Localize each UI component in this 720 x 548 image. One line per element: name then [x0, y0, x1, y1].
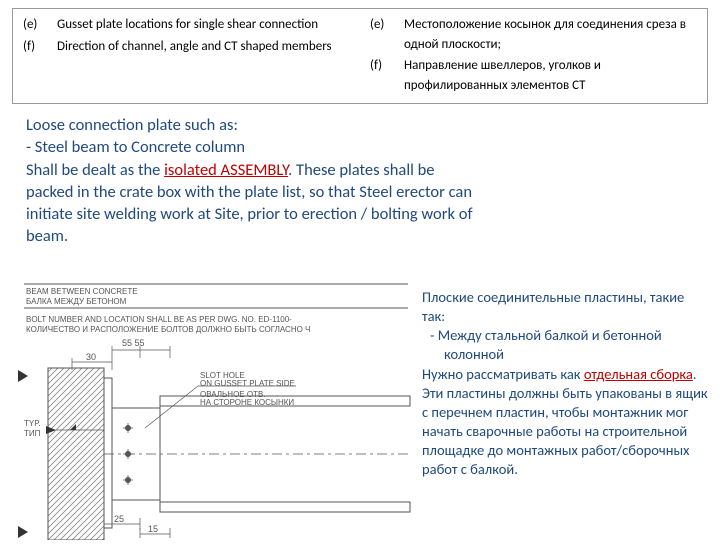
ru-body: Нужно рассматривать как отдельная сборка…: [422, 365, 708, 480]
dwg-title-ru: БАЛКА МЕЖДУ БЕТОНОМ: [26, 297, 127, 306]
dim-15-label: 15: [148, 524, 158, 534]
dwg-note-ru: КОЛИЧЕСТВО И РАСПОЛОЖЕНИЕ БОЛТОВ ДОЛЖНО …: [26, 325, 310, 334]
row-text: Gusset plate locations for single shear …: [57, 15, 350, 35]
row-tag: (f): [370, 56, 404, 95]
eng-body: Shall be dealt as the isolated ASSEMBLY.…: [26, 159, 476, 248]
row-tag: (f): [23, 37, 57, 57]
table-row: (e) Местоположение косынок для соединени…: [370, 15, 697, 54]
table-row: (e) Gusset plate locations for single sh…: [23, 15, 350, 35]
detail-drawing: BEAM BETWEEN CONCRETE БАЛКА МЕЖДУ БЕТОНО…: [10, 278, 414, 540]
table-row: (f) Направление швеллеров, уголков и про…: [370, 56, 697, 95]
row-tag: (e): [23, 15, 57, 35]
dim-55-label: 55 55: [122, 338, 145, 348]
eng-body-a: Shall be dealt as the: [26, 160, 164, 180]
slot-label-4: НА СТОРОНЕ КОСЫНКИ: [200, 398, 294, 407]
ru-body-a: Нужно рассматривать как: [422, 365, 584, 383]
row-text: Местоположение косынок для соединения ср…: [404, 15, 697, 54]
english-note: Loose connection plate such as: Steel be…: [26, 114, 476, 248]
dwg-title-en: BEAM BETWEEN CONCRETE: [26, 287, 138, 296]
spec-table-col-ru: (e) Местоположение косынок для соединени…: [360, 9, 707, 103]
table-row: (f) Direction of channel, angle and CT s…: [23, 37, 350, 57]
typ-label-ru: ТИП: [24, 429, 41, 438]
eng-bullet: Steel beam to Concrete column: [26, 136, 476, 158]
ru-bullet: Между стальной балкой и бетонной колонно…: [422, 326, 708, 364]
spec-table: (e) Gusset plate locations for single sh…: [12, 8, 708, 104]
row-tag: (e): [370, 15, 404, 54]
embed-plate: [104, 378, 112, 528]
row-text: Direction of channel, angle and CT shape…: [57, 37, 350, 57]
ru-line1: Плоские соединительные пластины, такие т…: [422, 288, 708, 326]
dwg-note-en: BOLT NUMBER AND LOCATION SHALL BE AS PER…: [26, 315, 292, 324]
typ-label-en: TYP.: [24, 419, 41, 428]
slot-label-2: ON GUSSET PLATE SIDE: [200, 379, 295, 388]
russian-note: Плоские соединительные пластины, такие т…: [422, 288, 708, 479]
concrete-column: [48, 368, 104, 540]
eng-highlight: isolated ASSEMBLY: [164, 160, 288, 180]
section-cut-icon: [18, 370, 28, 538]
row-text: Направление швеллеров, уголков и профили…: [404, 56, 697, 95]
ru-highlight: отдельная сборка: [584, 365, 693, 383]
eng-line1: Loose connection plate such as:: [26, 114, 476, 136]
spec-table-col-en: (e) Gusset plate locations for single sh…: [13, 9, 360, 103]
dim-30-label: 30: [86, 352, 96, 362]
dim-25-label: 25: [114, 514, 124, 524]
